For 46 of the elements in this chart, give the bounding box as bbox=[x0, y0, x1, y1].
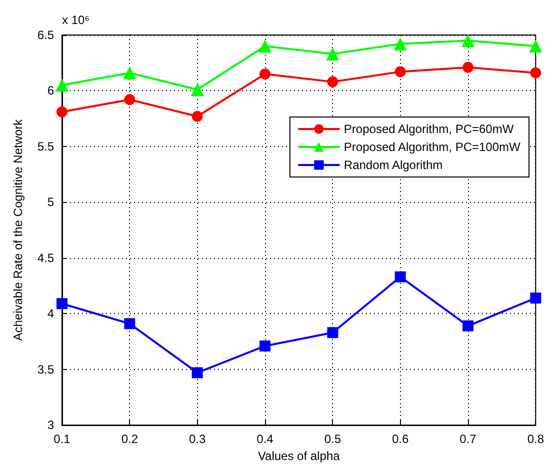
x-tick-label: 0.7 bbox=[460, 432, 477, 446]
point bbox=[326, 47, 340, 60]
y-tick-label: 6 bbox=[47, 84, 54, 98]
x-axis-title: Values of alpha bbox=[258, 449, 340, 463]
x-tick-label: 0.4 bbox=[256, 432, 274, 446]
point bbox=[327, 327, 338, 338]
point bbox=[462, 320, 474, 332]
point bbox=[192, 367, 203, 378]
x-tick-label: 0.5 bbox=[324, 432, 342, 446]
point bbox=[258, 40, 272, 53]
x-tick-label: 0.3 bbox=[188, 432, 206, 446]
point bbox=[530, 292, 542, 304]
y-tick-label: 5 bbox=[47, 195, 54, 210]
x-tick-label: 0.1 bbox=[54, 432, 71, 446]
y-tick-label: 3.5 bbox=[37, 362, 54, 376]
x-tick-label: 0.6 bbox=[392, 432, 409, 446]
x-tick-label: 0.8 bbox=[527, 432, 544, 446]
y-tick-label: 6.5 bbox=[37, 28, 54, 42]
point bbox=[260, 68, 270, 80]
point bbox=[461, 34, 474, 48]
point bbox=[259, 340, 270, 352]
point bbox=[394, 37, 407, 50]
y-axis-title: Acheivable Rate of the Cognitive Network bbox=[11, 118, 25, 341]
point bbox=[56, 78, 68, 92]
text: x 10⁶ bbox=[62, 13, 90, 27]
legend-label: Random Algorithm bbox=[344, 158, 443, 172]
point bbox=[123, 66, 136, 80]
point bbox=[394, 66, 406, 78]
point bbox=[192, 110, 203, 122]
y-tick-label: 3 bbox=[47, 418, 54, 432]
point bbox=[56, 106, 68, 118]
point bbox=[394, 271, 406, 282]
point bbox=[530, 67, 542, 78]
x-tick-label: 0.2 bbox=[121, 432, 138, 446]
point bbox=[124, 94, 136, 106]
y-tick-label: 5.5 bbox=[37, 139, 54, 154]
point bbox=[529, 40, 542, 53]
y-tick-label: 4 bbox=[47, 306, 54, 321]
point bbox=[56, 298, 68, 310]
point bbox=[327, 76, 338, 88]
legend-label: Proposed Algorithm, PC=100mW bbox=[344, 140, 522, 154]
point bbox=[462, 62, 474, 73]
point bbox=[190, 83, 204, 96]
y-tick-label: 4.5 bbox=[37, 250, 54, 265]
point bbox=[124, 318, 136, 330]
legend-label: Proposed Algorithm, PC=60mW bbox=[344, 122, 514, 136]
